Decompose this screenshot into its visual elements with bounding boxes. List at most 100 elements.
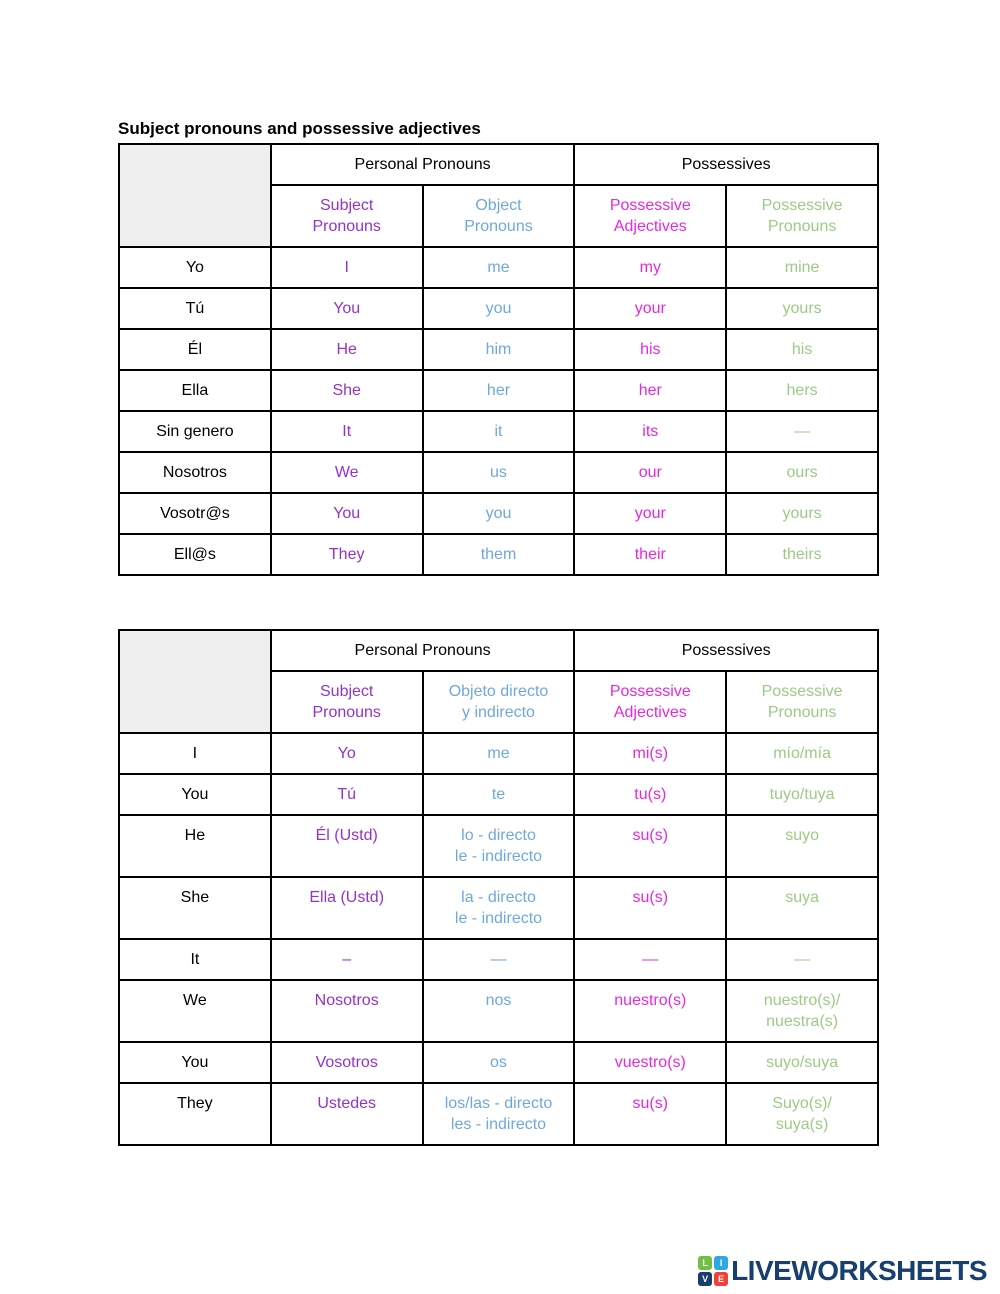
table-cell: yours	[725, 287, 879, 330]
table-cell: —	[725, 938, 879, 981]
table-cell: Vosotros	[269, 1041, 424, 1084]
column-header-row: Subject Pronouns Objeto directo y indirec…	[119, 670, 879, 734]
worksheet-body: Subject pronouns and possessive adjectiv…	[118, 119, 879, 1146]
table-cell: their	[573, 533, 728, 576]
table-cell: them	[421, 533, 576, 576]
row-label: Nosotros	[118, 451, 272, 494]
logo-tile-l: L	[698, 1256, 713, 1270]
table-cell: I	[269, 246, 424, 289]
table-row: It – — — —	[118, 938, 879, 981]
table-cell: su(s)	[573, 814, 728, 878]
table-cell: He	[269, 328, 424, 371]
table-cell: te	[421, 773, 576, 816]
table-cell: theirs	[725, 533, 879, 576]
table-cell: Ella (Ustd)	[269, 876, 424, 940]
table-cell: your	[573, 287, 728, 330]
table-cell: You	[269, 492, 424, 535]
table-row: Tú You you your yours	[118, 287, 879, 330]
table-cell: mine	[725, 246, 879, 289]
column-header: Possessive Adjectives	[573, 670, 728, 734]
table-row: Nosotros We us our ours	[118, 451, 879, 494]
table-cell: los/las - directo les - indirecto	[421, 1082, 576, 1146]
table-cell: nuestro(s)/ nuestra(s)	[725, 979, 879, 1043]
column-header: Object Pronouns	[421, 184, 576, 248]
row-label: Yo	[118, 246, 272, 289]
row-label: Ell@s	[118, 533, 272, 576]
column-header: Possessive Adjectives	[573, 184, 728, 248]
table-cell: su(s)	[573, 1082, 728, 1146]
logo-tile-v: V	[698, 1272, 713, 1286]
table-row: Ella She her her hers	[118, 369, 879, 412]
table-cell: tuyo/tuya	[725, 773, 879, 816]
table-row: Vosotr@s You you your yours	[118, 492, 879, 535]
table-cell: Él (Ustd)	[269, 814, 424, 878]
row-label: It	[118, 938, 272, 981]
table-cell: suyo	[725, 814, 879, 878]
table-row: Sin genero It it its —	[118, 410, 879, 453]
group-header-row: Personal Pronouns Possessives	[118, 143, 879, 248]
table-cell: mío/mía	[725, 732, 879, 775]
table-cell: Tú	[269, 773, 424, 816]
row-label: You	[118, 773, 272, 816]
table-cell: suya	[725, 876, 879, 940]
table-cell: our	[573, 451, 728, 494]
table-row: She Ella (Ustd) la - directo le - indirect…	[118, 876, 879, 940]
table-cell: —	[725, 410, 879, 453]
table-cell: We	[269, 451, 424, 494]
row-label: Ella	[118, 369, 272, 412]
table-row: You Tú te tu(s) tuyo/tuya	[118, 773, 879, 816]
table-cell: yours	[725, 492, 879, 535]
row-label: You	[118, 1041, 272, 1084]
liveworksheets-wordmark: LIVEWORKSHEETS	[731, 1255, 987, 1286]
pronoun-table-spanish: Personal Pronouns Possessives Subject Pron…	[118, 629, 879, 1146]
table-cell: lo - directo le - indirecto	[421, 814, 576, 878]
table-cell: his	[573, 328, 728, 371]
column-header: Possessive Pronouns	[725, 184, 879, 248]
table-cell: ours	[725, 451, 879, 494]
corner-cell	[118, 629, 272, 734]
group-header-row: Personal Pronouns Possessives	[118, 629, 879, 734]
table-cell: —	[573, 938, 728, 981]
table-cell: him	[421, 328, 576, 371]
row-label: She	[118, 876, 272, 940]
table-cell: la - directo le - indirecto	[421, 876, 576, 940]
table-cell: hers	[725, 369, 879, 412]
column-header-row: Subject Pronouns Object Pronouns Possessiv…	[119, 184, 879, 248]
table-row: Él He him his his	[118, 328, 879, 371]
group-header: Personal Pronouns	[269, 629, 576, 672]
column-header: Subject Pronouns	[269, 670, 424, 734]
table-cell: It	[269, 410, 424, 453]
table-row: He Él (Ustd) lo - directo le - indirecto su…	[118, 814, 879, 878]
group-header: Possessives	[573, 629, 879, 672]
table-cell: me	[421, 732, 576, 775]
table-cell: her	[421, 369, 576, 412]
table-cell: Suyo(s)/ suya(s)	[725, 1082, 879, 1146]
table-cell: his	[725, 328, 879, 371]
row-label: They	[118, 1082, 272, 1146]
table-cell: nos	[421, 979, 576, 1043]
table-cell: nuestro(s)	[573, 979, 728, 1043]
table-cell: —	[421, 938, 576, 981]
table-cell: Nosotros	[269, 979, 424, 1043]
table-cell: its	[573, 410, 728, 453]
column-header: Objeto directo y indirecto	[421, 670, 576, 734]
row-label: We	[118, 979, 272, 1043]
table-cell: –	[269, 938, 424, 981]
table-cell: your	[573, 492, 728, 535]
group-header: Personal Pronouns	[269, 143, 576, 186]
table-cell: su(s)	[573, 876, 728, 940]
row-label: Él	[118, 328, 272, 371]
group-header: Possessives	[573, 143, 879, 186]
table-cell: They	[269, 533, 424, 576]
table-row: Ell@s They them their theirs	[118, 533, 879, 576]
row-label: Sin genero	[118, 410, 272, 453]
table-cell: us	[421, 451, 576, 494]
table-cell: vuestro(s)	[573, 1041, 728, 1084]
table-cell: She	[269, 369, 424, 412]
table-cell: her	[573, 369, 728, 412]
table-row: I Yo me mi(s) mío/mía	[118, 732, 879, 775]
column-header: Possessive Pronouns	[725, 670, 879, 734]
table-cell: you	[421, 492, 576, 535]
table-gap	[118, 576, 879, 629]
table-cell: it	[421, 410, 576, 453]
